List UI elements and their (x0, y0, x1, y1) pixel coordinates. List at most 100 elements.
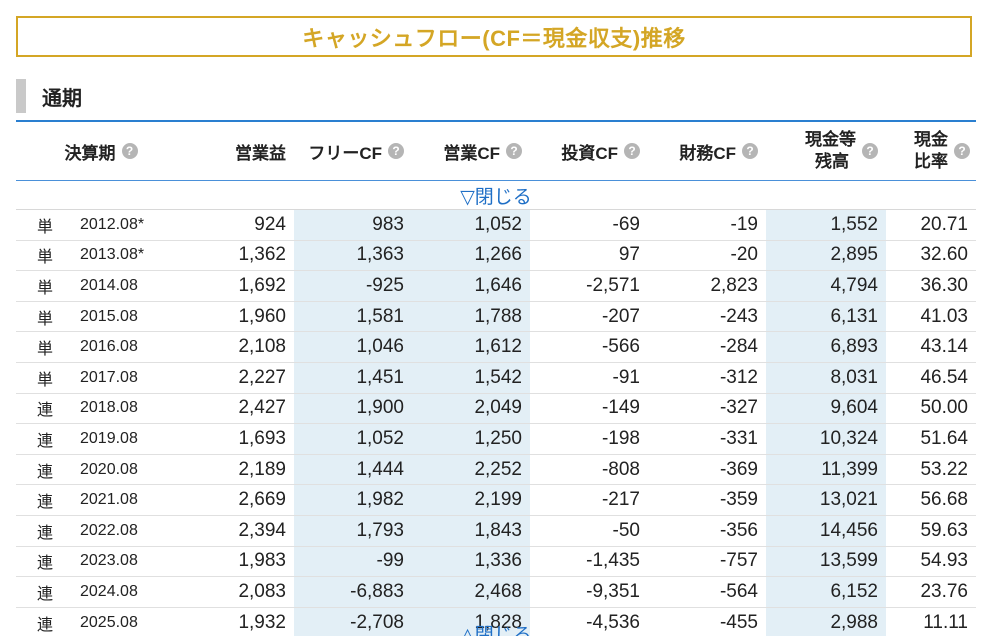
header-cash-balance: 現金等 残高 ? (766, 122, 886, 181)
cell-free-cf: -925 (294, 270, 412, 302)
cell-period: 2015.08 (74, 301, 186, 333)
header-investing-cf: 投資CF ? (530, 122, 648, 181)
cell-operating-cf: 1,336 (412, 546, 530, 578)
header-operating-profit: 営業益 (186, 122, 294, 181)
table-row: 連 2025.08 1,932 -2,708 1,828 -4,536 -455 2,988 1… (16, 607, 976, 636)
cell-operating-cf: 1,612 (412, 331, 530, 363)
cell-cash-ratio: 36.30 (886, 270, 976, 302)
header-cash-ratio-stack: 現金 比率 (914, 129, 948, 173)
cell-kind: 単 (16, 209, 74, 241)
cell-cash-ratio: 32.60 (886, 240, 976, 272)
cell-kind: 単 (16, 240, 74, 272)
table-row: 連 2024.08 2,083 -6,883 2,468 -9,351 -564 6,152 2… (16, 576, 976, 608)
help-icon[interactable]: ? (121, 143, 138, 159)
cell-period: 2016.08 (74, 331, 186, 363)
cell-financing-cf: -757 (648, 546, 766, 578)
cell-cash-ratio: 59.63 (886, 515, 976, 547)
cell-operating-profit: 2,227 (186, 362, 294, 394)
cell-investing-cf: -1,435 (530, 546, 648, 578)
cell-operating-profit: 2,189 (186, 454, 294, 486)
cell-operating-cf: 1,250 (412, 423, 530, 455)
cell-period: 2013.08* (74, 240, 186, 272)
cell-free-cf: 1,581 (294, 301, 412, 333)
cell-financing-cf: -19 (648, 209, 766, 241)
cell-financing-cf: -331 (648, 423, 766, 455)
cell-investing-cf: -4,536 (530, 607, 648, 636)
table-row: 単 2014.08 1,692 -925 1,646 -2,571 2,823 4,794 36… (16, 270, 976, 302)
help-icon[interactable]: ? (954, 143, 970, 159)
cell-free-cf: 1,451 (294, 362, 412, 394)
cell-operating-cf: 1,052 (412, 209, 530, 241)
cell-period: 2020.08 (74, 454, 186, 486)
cell-operating-cf: 1,788 (412, 301, 530, 333)
help-icon[interactable]: ? (506, 143, 522, 159)
cell-cash-balance: 9,604 (766, 393, 886, 425)
cell-cash-balance: 6,152 (766, 576, 886, 608)
toggle-row: ▽閉じる (16, 180, 976, 210)
cell-operating-cf: 1,646 (412, 270, 530, 302)
cell-operating-cf: 2,252 (412, 454, 530, 486)
cell-operating-cf: 2,199 (412, 484, 530, 516)
cell-operating-cf: 2,049 (412, 393, 530, 425)
cell-cash-balance: 11,399 (766, 454, 886, 486)
cell-free-cf: -2,708 (294, 607, 412, 636)
cell-investing-cf: -207 (530, 301, 648, 333)
cell-free-cf: 1,046 (294, 331, 412, 363)
help-icon[interactable]: ? (388, 143, 404, 159)
header-financing-cf-label: 財務CF (679, 143, 736, 163)
cell-operating-cf: 1,266 (412, 240, 530, 272)
collapse-toggle-link-bottom[interactable]: △閉じる (460, 625, 532, 636)
cell-operating-profit: 2,083 (186, 576, 294, 608)
cell-financing-cf: -327 (648, 393, 766, 425)
cashflow-table: 決算期 ? 営業益 フリーCF ? (16, 122, 976, 636)
table-row: 単 2016.08 2,108 1,046 1,612 -566 -284 6,893 43.1… (16, 331, 976, 363)
cell-investing-cf: -566 (530, 331, 648, 363)
table-row: 単 2013.08* 1,362 1,363 1,266 97 -20 2,895 32.60 (16, 240, 976, 272)
header-cash-balance-line2: 残高 (815, 152, 849, 171)
table-top-rule (16, 120, 976, 122)
table-row: 連 2020.08 2,189 1,444 2,252 -808 -369 11,399 53.… (16, 454, 976, 486)
cell-investing-cf: -69 (530, 209, 648, 241)
header-free-cf: フリーCF ? (294, 122, 412, 181)
cell-operating-cf: 2,468 (412, 576, 530, 608)
cell-operating-profit: 2,394 (186, 515, 294, 547)
page-title: キャッシュフロー(CF＝現金収支)推移 (16, 16, 972, 57)
cell-cash-ratio: 43.14 (886, 331, 976, 363)
header-free-cf-label: フリーCF (308, 143, 382, 163)
cell-operating-profit: 1,692 (186, 270, 294, 302)
help-icon[interactable]: ? (862, 143, 878, 159)
cell-cash-ratio: 53.22 (886, 454, 976, 486)
table-row: 単 2012.08* 924 983 1,052 -69 -19 1,552 20.71 (16, 209, 976, 241)
cell-kind: 連 (16, 607, 74, 636)
cell-investing-cf: -198 (530, 423, 648, 455)
header-operating-cf: 営業CF ? (412, 122, 530, 181)
cell-cash-ratio: 54.93 (886, 546, 976, 578)
cell-cash-balance: 2,988 (766, 607, 886, 636)
cell-investing-cf: -149 (530, 393, 648, 425)
cell-financing-cf: -20 (648, 240, 766, 272)
cell-financing-cf: -359 (648, 484, 766, 516)
cell-period: 2021.08 (74, 484, 186, 516)
cell-kind: 単 (16, 362, 74, 394)
cell-operating-profit: 1,960 (186, 301, 294, 333)
header-period: 決算期 ? (16, 122, 186, 181)
cell-investing-cf: -2,571 (530, 270, 648, 302)
cell-cash-ratio: 20.71 (886, 209, 976, 241)
header-financing-cf: 財務CF ? (648, 122, 766, 181)
help-icon[interactable]: ? (742, 143, 758, 159)
header-investing-cf-label: 投資CF (561, 143, 618, 163)
cell-cash-balance: 1,552 (766, 209, 886, 241)
cell-cash-ratio: 56.68 (886, 484, 976, 516)
header-cash-ratio-line1: 現金 (914, 130, 948, 149)
cell-cash-ratio: 41.03 (886, 301, 976, 333)
cell-kind: 連 (16, 515, 74, 547)
cell-period: 2023.08 (74, 546, 186, 578)
cell-financing-cf: -369 (648, 454, 766, 486)
header-cash-balance-line1: 現金等 (805, 130, 856, 149)
collapse-toggle-link[interactable]: ▽閉じる (460, 186, 532, 208)
help-icon[interactable]: ? (624, 143, 640, 159)
cell-kind: 連 (16, 546, 74, 578)
cell-kind: 連 (16, 576, 74, 608)
table-row: 連 2018.08 2,427 1,900 2,049 -149 -327 9,604 50.0… (16, 393, 976, 425)
